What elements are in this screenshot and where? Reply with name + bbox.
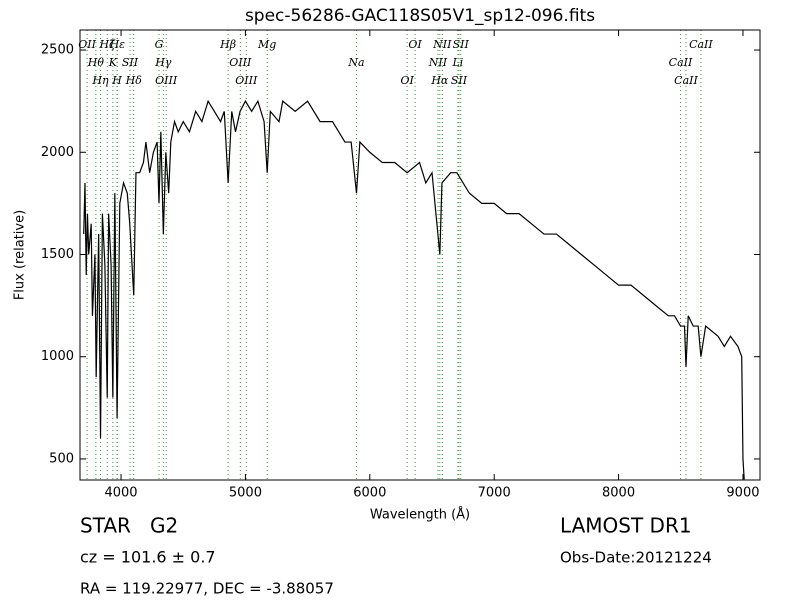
spectral-line-label: Hη bbox=[91, 74, 109, 87]
x-tick-label: 7000 bbox=[478, 486, 511, 501]
spectral-line-label: SII bbox=[122, 56, 139, 69]
info-text: cz = 101.6 ± 0.7 bbox=[80, 548, 216, 567]
spectral-line-label: NII bbox=[428, 56, 448, 69]
x-tick-label: 4000 bbox=[104, 486, 137, 501]
x-tick-label: 8000 bbox=[602, 486, 635, 501]
info-text: STAR G2 bbox=[80, 514, 178, 538]
spectral-line-label: CaII bbox=[669, 56, 693, 69]
spectral-line-label: OIII bbox=[235, 74, 258, 87]
info-text: RA = 119.22977, DEC = -3.88057 bbox=[80, 580, 334, 598]
spectral-line-label: SII bbox=[453, 38, 470, 51]
spectral-line-label: Hδ bbox=[125, 74, 143, 87]
spectral-line-label: Na bbox=[347, 56, 364, 69]
spectral-line-label: OI bbox=[408, 38, 422, 51]
y-axis-label: Flux (relative) bbox=[13, 210, 28, 300]
spectral-line-label: H bbox=[111, 74, 122, 87]
spectral-line-label: CaII bbox=[689, 38, 713, 51]
y-tick-label: 2500 bbox=[41, 43, 74, 58]
spectral-line-label: CaII bbox=[674, 74, 698, 87]
spectral-line-label: OIII bbox=[155, 74, 178, 87]
spectrum-line bbox=[83, 99, 745, 480]
spectral-line-label: K bbox=[108, 56, 118, 69]
spectral-line-label: OIII bbox=[229, 56, 252, 69]
x-axis-label: Wavelength (Å) bbox=[370, 507, 470, 523]
y-tick-label: 1500 bbox=[41, 247, 74, 262]
y-tick-label: 1000 bbox=[41, 349, 74, 364]
spectral-line-label: Hζ bbox=[98, 38, 116, 51]
spectral-line-label: Mg bbox=[257, 38, 276, 51]
spectral-line-label: Li bbox=[451, 56, 463, 69]
spectral-line-label: G bbox=[155, 38, 164, 51]
spectral-line-label: NII bbox=[432, 38, 452, 51]
x-tick-label: 5000 bbox=[229, 486, 262, 501]
spectral-line-label: Hε bbox=[109, 38, 126, 51]
spectral-line-label: OII bbox=[78, 38, 96, 51]
spectral-line-label: Hβ bbox=[219, 38, 236, 51]
chart-title: spec-56286-GAC118S05V1_sp12-096.fits bbox=[245, 6, 595, 26]
y-tick-label: 500 bbox=[49, 451, 74, 466]
spectral-line-label: Hα bbox=[430, 74, 449, 87]
spectral-line-label: SII bbox=[451, 74, 468, 87]
y-tick-label: 2000 bbox=[41, 145, 74, 160]
x-tick-label: 6000 bbox=[353, 486, 386, 501]
info-text: LAMOST DR1 bbox=[560, 514, 692, 538]
spectral-line-label: OI bbox=[400, 74, 414, 87]
plot-frame bbox=[79, 29, 761, 481]
info-text: Obs-Date:20121224 bbox=[560, 549, 712, 567]
x-tick-label: 9000 bbox=[726, 486, 759, 501]
spectral-line-label: Hγ bbox=[154, 56, 172, 69]
spectral-line-label: Hθ bbox=[87, 56, 105, 69]
